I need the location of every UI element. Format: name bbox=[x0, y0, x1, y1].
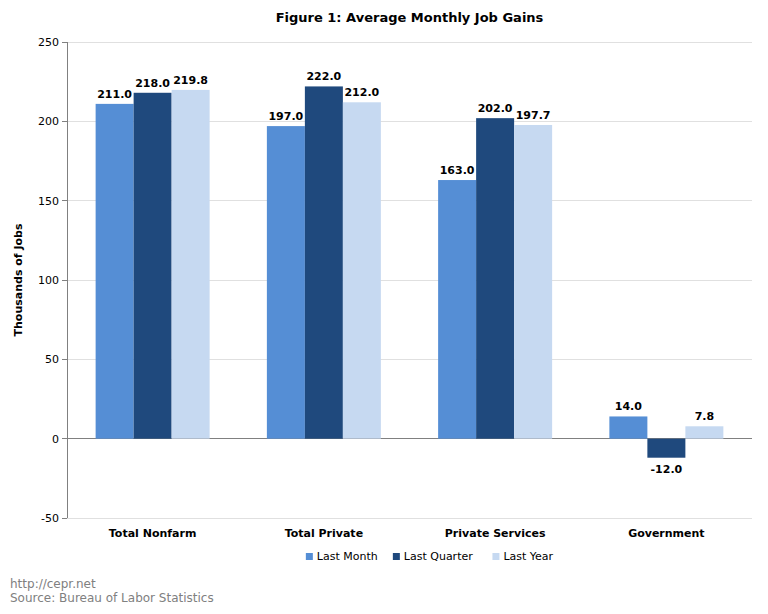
bars bbox=[96, 86, 724, 457]
legend-swatch bbox=[393, 553, 400, 560]
tick-label: 100 bbox=[38, 274, 59, 287]
tick-label: 250 bbox=[38, 36, 59, 49]
grid-line bbox=[67, 42, 752, 43]
bar bbox=[305, 86, 343, 438]
bar bbox=[134, 93, 172, 439]
tick-mark bbox=[62, 280, 67, 281]
data-label: 197.7 bbox=[516, 109, 551, 122]
tick-mark bbox=[62, 42, 67, 43]
bar bbox=[343, 102, 381, 438]
bar bbox=[609, 416, 647, 438]
tick-mark bbox=[62, 121, 67, 122]
legend-label: Last Year bbox=[503, 550, 553, 563]
tick-label: 0 bbox=[52, 433, 59, 446]
bar bbox=[96, 104, 134, 439]
data-label: 211.0 bbox=[97, 88, 132, 101]
bar bbox=[514, 125, 552, 439]
bar bbox=[267, 126, 305, 439]
data-label: 202.0 bbox=[478, 102, 513, 115]
data-label: 212.0 bbox=[344, 86, 379, 99]
data-label: 219.8 bbox=[173, 74, 208, 87]
tick-mark bbox=[62, 359, 67, 360]
category-label: Private Services bbox=[445, 527, 546, 540]
data-label: 7.8 bbox=[695, 410, 715, 423]
bar bbox=[647, 439, 685, 458]
footer-note: Source: Bureau of Labor Statistics bbox=[10, 591, 214, 605]
legend-label: Last Quarter bbox=[404, 550, 473, 563]
y-axis-label: Thousands of Jobs bbox=[12, 223, 25, 336]
legend-swatch bbox=[306, 553, 313, 560]
bar bbox=[438, 180, 476, 439]
footer-note: http://cepr.net bbox=[10, 577, 96, 591]
tick-label: -50 bbox=[41, 512, 59, 525]
legend-swatch bbox=[492, 553, 499, 560]
data-labels: 211.0218.0219.8 197.0 222.0212.0 163.0 202.0… bbox=[97, 70, 714, 475]
chart: Figure 1: Average Monthly Job Gains Thous… bbox=[0, 0, 768, 614]
category-label: Government bbox=[628, 527, 704, 540]
tick-label: 150 bbox=[38, 195, 59, 208]
title: Figure 1: Average Monthly Job Gains bbox=[276, 10, 544, 25]
y-axis-line bbox=[67, 42, 68, 518]
category-label: Total Private bbox=[285, 527, 363, 540]
tick-mark bbox=[62, 438, 67, 439]
data-label: 14.0 bbox=[615, 400, 642, 413]
bar bbox=[172, 90, 210, 439]
bar bbox=[476, 118, 514, 439]
data-label: 222.0 bbox=[306, 70, 341, 83]
legend-label: Last Month bbox=[317, 550, 378, 563]
category-label: Total Nonfarm bbox=[109, 527, 197, 540]
legend: Last Month Last Quarter Last Year bbox=[306, 550, 554, 563]
bar bbox=[685, 426, 723, 438]
data-label: 197.0 bbox=[268, 110, 303, 123]
tick-label: 200 bbox=[38, 115, 59, 128]
data-label: -12.0 bbox=[651, 463, 683, 476]
grid-line bbox=[67, 518, 752, 519]
data-label: 163.0 bbox=[440, 164, 475, 177]
data-label: 218.0 bbox=[135, 77, 170, 90]
tick-mark bbox=[62, 518, 67, 519]
tick-mark bbox=[62, 200, 67, 201]
tick-label: 50 bbox=[45, 353, 59, 366]
